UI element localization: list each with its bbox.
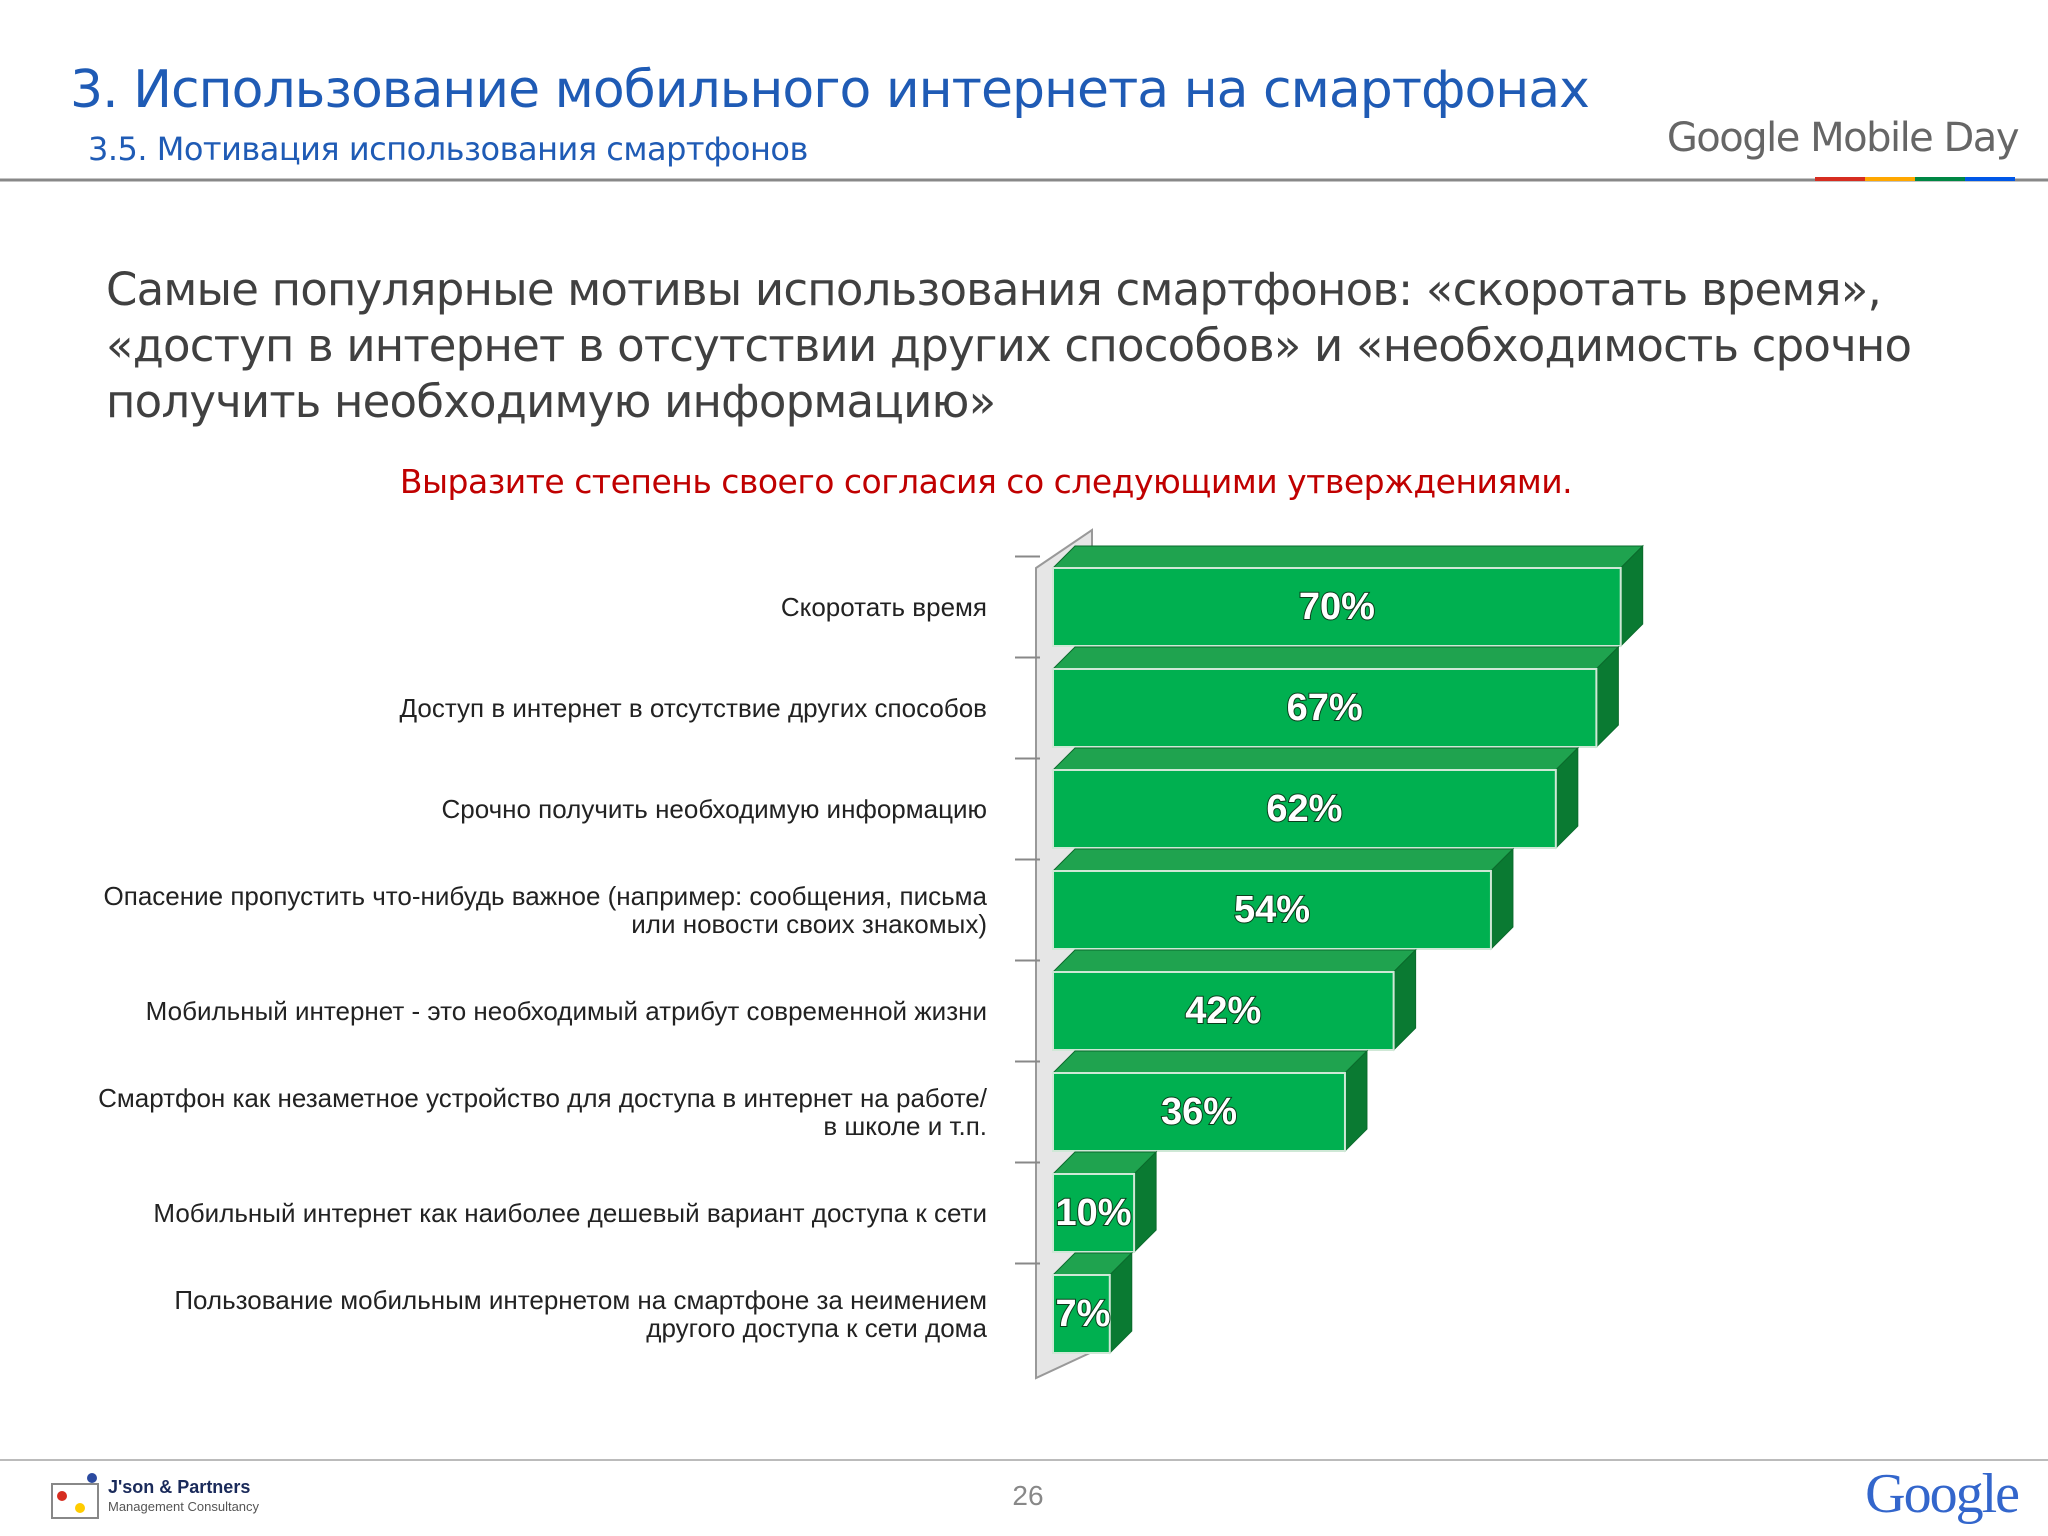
- value-label: 67%: [1287, 687, 1363, 729]
- bars: 70% 67% 62% 54% 42% 36% 10% 7%: [1015, 544, 1644, 1355]
- stripe: [1865, 177, 1915, 181]
- page-number: 26: [1012, 1480, 1044, 1511]
- bar-top: [1051, 949, 1417, 973]
- category-label: Опасение пропустить что-нибудь важное (н…: [103, 881, 987, 939]
- stripe: [1815, 177, 1865, 181]
- category-label: Доступ в интернет в отсутствие других сп…: [399, 693, 987, 723]
- value-label: 42%: [1185, 990, 1261, 1032]
- bar-top: [1051, 1050, 1369, 1074]
- logo-dot: [57, 1491, 67, 1501]
- logo-box: [51, 1483, 99, 1519]
- bar: [1052, 870, 1492, 950]
- category-label: Смартфон как незаметное устройство для д…: [98, 1083, 987, 1141]
- bar-top: [1051, 646, 1620, 670]
- brand: Google Mobile Day: [1666, 115, 2020, 161]
- bar-top: [1051, 747, 1580, 771]
- company: J'son & Partners: [108, 1477, 251, 1497]
- bar: [1052, 1072, 1346, 1152]
- logo-dot: [87, 1473, 97, 1483]
- bar: [1052, 971, 1395, 1051]
- bar: [1052, 769, 1557, 849]
- value-label: 36%: [1161, 1091, 1237, 1133]
- bar: [1052, 567, 1622, 647]
- value-label: 10%: [1056, 1192, 1132, 1234]
- bar-top: [1051, 848, 1515, 872]
- company-sub: Management Consultancy: [108, 1499, 260, 1514]
- logo: Google: [1865, 1463, 2020, 1525]
- value-label: 62%: [1266, 788, 1342, 830]
- bar: [1052, 668, 1598, 748]
- title: 3. Использование мобильного интернета на…: [70, 60, 1590, 120]
- logo-dot: [75, 1503, 85, 1513]
- bar: [1052, 1173, 1136, 1253]
- value-label: 70%: [1299, 586, 1375, 628]
- category-label: Пользование мобильным интернетом на смар…: [174, 1285, 987, 1343]
- subtitle: 3.5. Мотивация использования смартфонов: [88, 130, 808, 168]
- category-label: Срочно получить необходимую информацию: [441, 794, 987, 824]
- category-label: Мобильный интернет как наиболее дешевый …: [153, 1198, 987, 1228]
- bar-top: [1051, 545, 1644, 569]
- category-label: Мобильный интернет - это необходимый атр…: [145, 996, 987, 1026]
- stripe: [1915, 177, 1965, 181]
- headline: Самые популярные мотивы использования см…: [106, 263, 1912, 428]
- stripe: [1965, 177, 2015, 181]
- chart-title: Выразите степень своего согласия со след…: [399, 462, 1573, 501]
- value-label: 54%: [1234, 889, 1310, 931]
- value-label: 7%: [1056, 1293, 1111, 1335]
- bar: [1052, 1274, 1111, 1354]
- category-label: Скоротать время: [780, 592, 987, 622]
